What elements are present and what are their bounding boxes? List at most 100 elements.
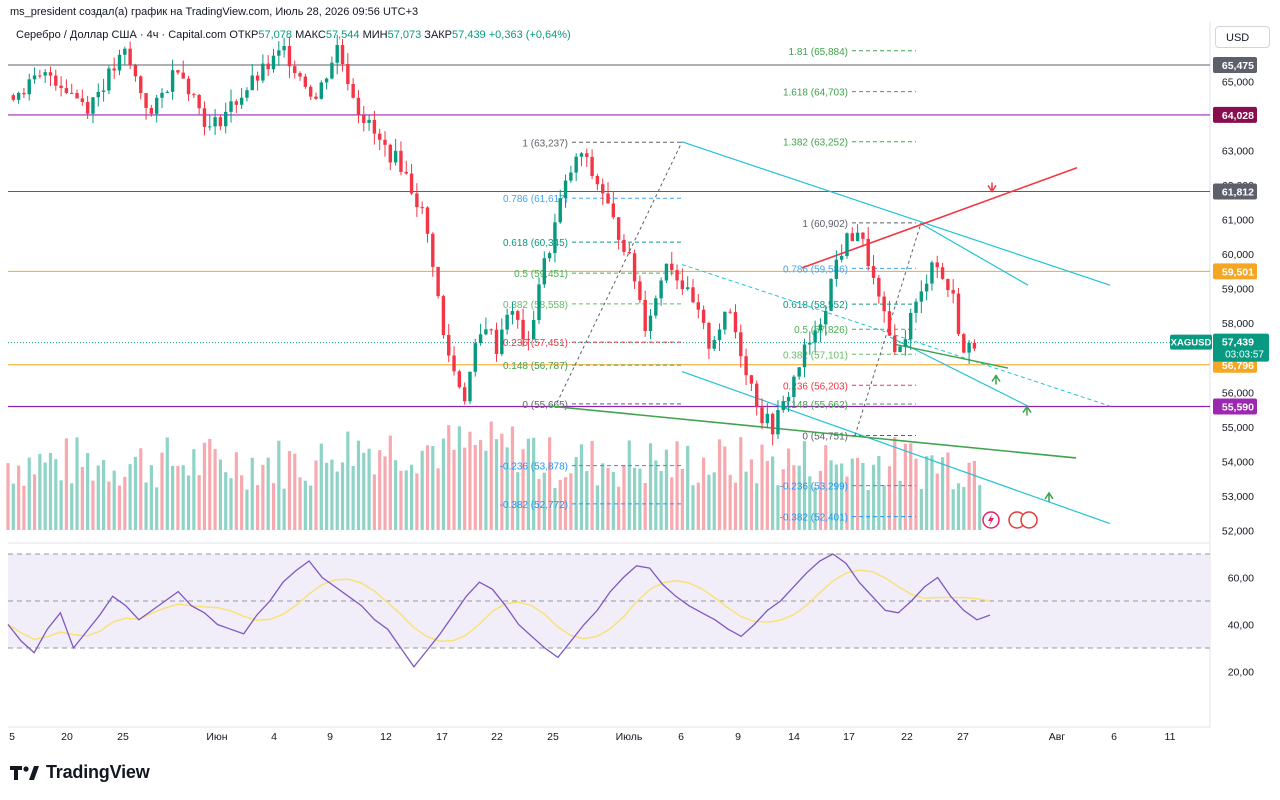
volume-bar xyxy=(404,470,408,530)
volume-bar xyxy=(813,487,817,530)
open-label: ОТКР xyxy=(229,29,259,41)
volume-bar xyxy=(91,480,95,530)
volume-bar xyxy=(675,441,679,530)
candle-body xyxy=(160,92,164,98)
trendline-cyan-mid xyxy=(681,263,1111,407)
candle-body xyxy=(733,312,738,333)
candle-body xyxy=(701,309,706,323)
chart-canvas[interactable]: 1 (63,237) 0.786 (61,617) 0.618 (60,345) 0.… xyxy=(0,0,1280,750)
volume-bar xyxy=(802,441,807,530)
arrow-up-icon xyxy=(1022,405,1032,416)
candle-body xyxy=(638,281,642,300)
price-label-text: 56,796 xyxy=(1222,360,1254,372)
volume-bar xyxy=(346,431,350,530)
close-label: ЗАКР xyxy=(424,29,453,41)
volume-bar xyxy=(484,450,488,530)
close-value: 57,439 xyxy=(452,29,486,41)
volume-bar xyxy=(314,460,318,530)
volume-bar xyxy=(54,459,58,530)
low-label: МИН xyxy=(362,29,388,41)
trendline-green-short xyxy=(892,343,1009,369)
candle-body xyxy=(447,334,451,356)
volume-bar xyxy=(654,460,658,530)
candle-body xyxy=(940,267,945,279)
currency-button[interactable]: USD xyxy=(1215,26,1270,48)
volume-bar xyxy=(463,447,467,530)
tv-logo-icon xyxy=(10,765,39,780)
candle-body xyxy=(346,64,350,85)
candle-body xyxy=(877,277,881,297)
volume-bar xyxy=(415,473,419,530)
price-tick-label: 61,000 xyxy=(1222,215,1254,227)
volume-bar xyxy=(468,431,472,530)
fib-level-label: 0.236 (56,203) xyxy=(783,381,848,392)
volume-bar xyxy=(6,463,10,530)
volume-bar xyxy=(893,437,897,530)
candle-body xyxy=(616,217,621,240)
tradingview-logo: TradingView xyxy=(10,762,150,783)
volume-bar xyxy=(186,475,191,530)
volume-bar xyxy=(755,483,759,530)
candle-body xyxy=(420,207,424,209)
volume-bar xyxy=(781,469,785,530)
price-tick-label: 53,000 xyxy=(1222,491,1254,503)
fib-level-label: -0.382 (52,401) xyxy=(780,513,848,524)
candle-body xyxy=(670,263,674,271)
volume-bar xyxy=(824,445,828,530)
candle-body xyxy=(54,75,58,86)
volume-bar xyxy=(702,457,706,530)
volume-bar xyxy=(680,468,684,530)
candle-body xyxy=(27,79,31,95)
candle-body xyxy=(362,115,366,123)
volume-bar xyxy=(202,442,207,530)
volume-bar xyxy=(133,456,138,530)
volume-bar xyxy=(325,462,329,530)
volume-bar xyxy=(107,481,111,530)
candle-body xyxy=(308,86,313,97)
candle-body xyxy=(372,119,377,134)
fib-level-label: -0.236 (53,878) xyxy=(500,462,568,473)
candle-body xyxy=(208,126,212,128)
candle-body xyxy=(516,311,520,320)
candle-body xyxy=(882,296,886,312)
time-tick-label: Июль xyxy=(616,731,643,743)
candle-body xyxy=(547,253,552,259)
volume-bar xyxy=(478,440,483,530)
candle-body xyxy=(43,72,47,76)
candle-body xyxy=(542,258,547,285)
time-tick-label: 17 xyxy=(436,731,448,743)
volume-bar xyxy=(691,485,695,530)
trendline-cyan-upper-short xyxy=(919,222,1029,286)
fib-level-label: -0.382 (52,772) xyxy=(500,500,568,511)
candle-body xyxy=(861,232,865,239)
volume-bar xyxy=(293,453,297,530)
volume-bar xyxy=(850,458,854,530)
price-tick-label: 63,000 xyxy=(1222,145,1254,157)
volume-bar xyxy=(356,440,361,530)
candle-body xyxy=(494,329,499,355)
candle-body xyxy=(409,173,414,194)
candle-body xyxy=(909,312,913,340)
candle-body xyxy=(218,117,223,127)
candle-body xyxy=(38,75,42,77)
fib-level-label: 0 (54,751) xyxy=(802,431,848,442)
rsi-tick-label: 20,00 xyxy=(1228,667,1254,679)
volume-bar xyxy=(96,465,100,530)
volume-bar xyxy=(611,471,615,530)
time-tick-label: Авг xyxy=(1049,731,1066,743)
volume-bar xyxy=(553,488,557,530)
volume-bar xyxy=(218,459,222,530)
fib-level-label: 0.5 (57,826) xyxy=(794,325,848,336)
candle-body xyxy=(128,48,132,65)
price-tick-label: 56,000 xyxy=(1222,387,1254,399)
volume-bar xyxy=(765,460,769,530)
candle-body xyxy=(951,290,955,294)
time-tick-label: Июн xyxy=(206,731,227,743)
candle-body xyxy=(117,54,122,71)
volume-bar xyxy=(558,479,562,530)
candle-body xyxy=(457,371,462,388)
volume-bar xyxy=(978,485,982,530)
volume-bar xyxy=(22,485,26,530)
volume-bar xyxy=(834,464,838,530)
candle-body xyxy=(590,156,594,176)
